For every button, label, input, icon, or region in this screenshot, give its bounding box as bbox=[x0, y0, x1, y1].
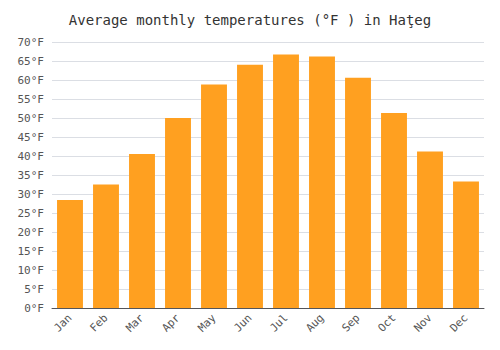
svg-text:10°F: 10°F bbox=[18, 264, 45, 277]
svg-text:55°F: 55°F bbox=[18, 93, 45, 106]
svg-text:45°F: 45°F bbox=[18, 131, 45, 144]
svg-text:35°F: 35°F bbox=[18, 169, 45, 182]
svg-text:Nov: Nov bbox=[411, 311, 434, 334]
svg-text:Feb: Feb bbox=[87, 311, 110, 334]
svg-text:70°F: 70°F bbox=[18, 36, 45, 49]
svg-text:20°F: 20°F bbox=[18, 226, 45, 239]
svg-text:Average monthly temperatures (: Average monthly temperatures (°F ) in Ha… bbox=[69, 12, 431, 28]
svg-text:65°F: 65°F bbox=[18, 55, 45, 68]
svg-text:Mar: Mar bbox=[123, 311, 146, 334]
svg-text:50°F: 50°F bbox=[18, 112, 45, 125]
svg-text:60°F: 60°F bbox=[18, 74, 45, 87]
svg-text:30°F: 30°F bbox=[18, 188, 45, 201]
svg-text:Sep: Sep bbox=[339, 311, 362, 334]
svg-text:0°F: 0°F bbox=[24, 302, 44, 315]
svg-text:Apr: Apr bbox=[159, 311, 182, 334]
svg-text:40°F: 40°F bbox=[18, 150, 45, 163]
svg-text:5°F: 5°F bbox=[24, 283, 44, 296]
svg-text:Jun: Jun bbox=[231, 311, 254, 334]
svg-text:Oct: Oct bbox=[375, 311, 398, 334]
svg-text:Jan: Jan bbox=[51, 311, 74, 334]
svg-text:May: May bbox=[195, 311, 218, 334]
svg-text:Aug: Aug bbox=[303, 311, 326, 334]
svg-text:Dec: Dec bbox=[447, 311, 470, 334]
svg-text:Jul: Jul bbox=[267, 311, 290, 334]
svg-text:25°F: 25°F bbox=[18, 207, 45, 220]
svg-text:15°F: 15°F bbox=[18, 245, 45, 258]
